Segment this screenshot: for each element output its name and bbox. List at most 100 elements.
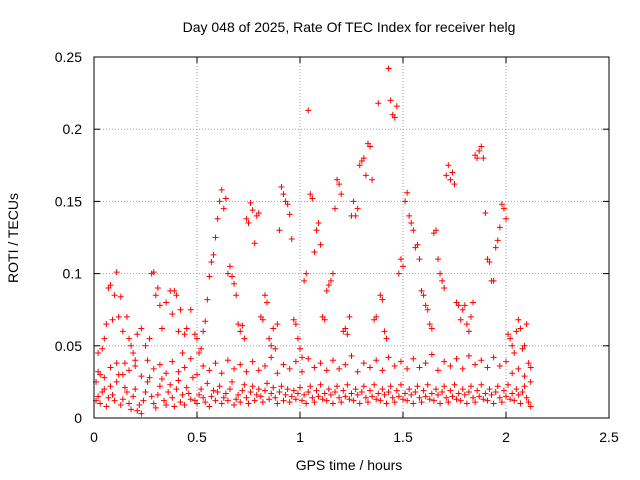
- data-point: [226, 386, 233, 393]
- data-point: [383, 400, 390, 407]
- data-point: [369, 176, 376, 183]
- data-point: [198, 345, 205, 352]
- data-point: [107, 364, 114, 371]
- data-point: [346, 313, 353, 320]
- data-point: [509, 370, 516, 377]
- data-point: [138, 325, 145, 332]
- chart-title: Day 048 of 2025, Rate Of TEC Index for r…: [183, 19, 516, 35]
- data-point: [247, 199, 254, 206]
- data-point: [393, 103, 400, 110]
- data-point: [284, 201, 291, 208]
- data-point: [414, 383, 421, 390]
- data-point: [249, 207, 256, 214]
- data-point: [183, 325, 190, 332]
- data-point: [163, 402, 170, 409]
- data-point: [509, 342, 516, 349]
- data-point: [274, 400, 281, 407]
- data-point: [474, 155, 481, 162]
- data-point: [395, 393, 402, 400]
- data-point: [270, 384, 277, 391]
- data-point: [432, 227, 439, 234]
- data-point: [381, 328, 388, 335]
- data-point: [264, 299, 271, 306]
- data-point: [218, 186, 225, 193]
- y-tick-label: 0.25: [55, 49, 82, 65]
- data-point: [148, 393, 155, 400]
- data-point: [336, 365, 343, 372]
- data-point: [313, 227, 320, 234]
- data-point: [165, 389, 172, 396]
- data-point: [187, 355, 194, 362]
- data-point: [515, 365, 522, 372]
- data-point: [523, 394, 530, 401]
- data-point: [109, 316, 116, 323]
- data-point: [441, 383, 448, 390]
- data-point: [152, 292, 159, 299]
- data-point: [484, 397, 491, 404]
- data-point: [268, 390, 275, 397]
- data-point: [181, 331, 188, 338]
- y-tick-label: 0.2: [63, 121, 83, 137]
- data-point: [465, 352, 472, 359]
- data-point: [231, 280, 238, 287]
- data-point: [334, 383, 341, 390]
- data-point: [342, 361, 349, 368]
- data-point: [208, 259, 215, 266]
- data-point: [307, 383, 314, 390]
- data-point: [432, 386, 439, 393]
- data-point: [494, 383, 501, 390]
- data-point: [140, 397, 147, 404]
- data-point: [350, 198, 357, 205]
- data-point: [447, 176, 454, 183]
- data-point: [311, 364, 318, 371]
- data-point: [360, 360, 367, 367]
- data-point: [247, 389, 254, 396]
- x-tick-label: 0.5: [187, 429, 207, 445]
- data-point: [410, 227, 417, 234]
- data-point: [527, 364, 534, 371]
- data-point: [426, 396, 433, 403]
- data-point: [406, 212, 413, 219]
- data-point: [196, 350, 203, 357]
- data-point: [490, 400, 497, 407]
- data-point: [383, 335, 390, 342]
- data-point: [503, 215, 509, 222]
- data-point: [237, 399, 244, 406]
- data-point: [505, 381, 512, 388]
- data-point: [299, 354, 306, 361]
- data-point: [482, 209, 489, 216]
- data-point: [220, 205, 227, 212]
- data-point: [354, 391, 361, 398]
- data-point: [198, 386, 205, 393]
- data-point: [375, 390, 382, 397]
- data-point: [158, 376, 165, 383]
- data-point: [385, 354, 392, 361]
- data-point: [428, 325, 435, 332]
- data-point: [358, 389, 365, 396]
- data-point: [400, 396, 406, 403]
- data-point: [478, 381, 485, 388]
- data-point: [158, 325, 165, 332]
- data-point: [292, 396, 299, 403]
- data-point: [496, 363, 503, 370]
- data-point: [476, 147, 483, 154]
- data-point: [428, 351, 435, 358]
- data-point: [181, 402, 188, 409]
- data-point: [307, 191, 314, 198]
- plot-frame: [93, 56, 610, 419]
- data-point: [385, 65, 392, 72]
- data-point: [181, 364, 188, 371]
- data-point: [373, 313, 380, 320]
- data-point: [105, 394, 112, 401]
- data-point: [224, 397, 231, 404]
- data-point: [251, 397, 258, 404]
- data-point: [305, 389, 312, 396]
- data-point: [261, 363, 268, 370]
- data-point: [463, 321, 470, 328]
- data-point: [342, 325, 349, 332]
- data-point: [470, 394, 477, 401]
- data-point: [292, 358, 299, 365]
- x-tick-label: 0: [90, 429, 98, 445]
- data-point: [507, 335, 514, 342]
- data-point: [449, 393, 456, 400]
